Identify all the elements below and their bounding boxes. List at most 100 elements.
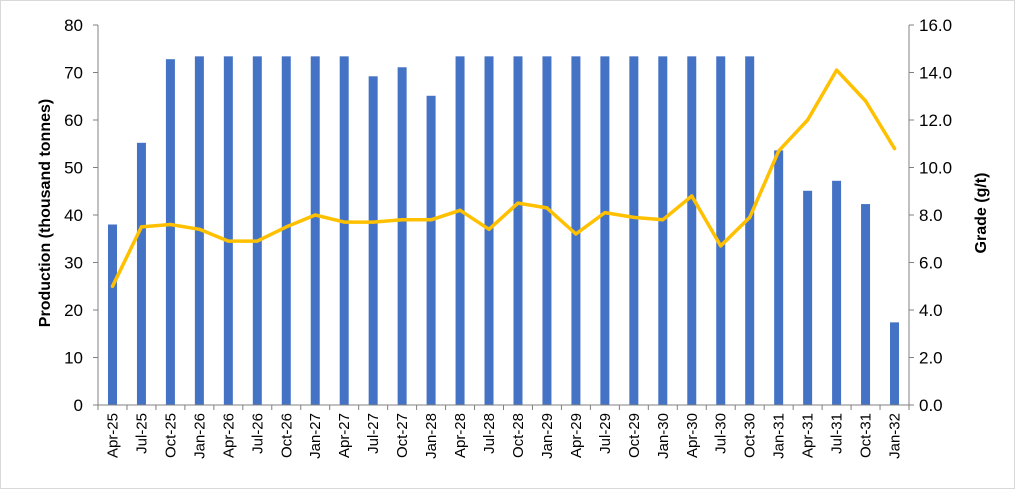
production-bar-oct-26 xyxy=(281,56,291,405)
x-tick-label: Jan-32 xyxy=(887,413,904,459)
x-tick-label: Apr-26 xyxy=(220,413,237,458)
left-axis-ticks: 0 10 20 30 40 50 60 70 80 xyxy=(64,16,83,415)
left-tick-label: 20 xyxy=(64,301,83,320)
production-bar-jul-26 xyxy=(252,56,262,405)
grade-point-apr-27 xyxy=(342,220,346,224)
production-bar-oct-29 xyxy=(629,56,639,405)
grade-point-jul-30 xyxy=(719,244,723,248)
grade-point-oct-31 xyxy=(863,99,868,103)
left-tick-label: 0 xyxy=(74,396,83,415)
production-bar-apr-26 xyxy=(223,56,233,405)
left-tick-label: 30 xyxy=(64,254,83,273)
x-tick-label: Apr-28 xyxy=(452,413,469,458)
x-tick-label: Oct-27 xyxy=(394,413,411,458)
grade-point-oct-25 xyxy=(168,222,173,227)
x-tick-label: Jan-29 xyxy=(539,413,556,459)
x-tick-label: Oct-31 xyxy=(858,413,875,458)
production-bar-jul-29 xyxy=(600,56,610,405)
production-bar-jan-30 xyxy=(658,56,668,405)
right-tick-label: 12.0 xyxy=(919,111,952,130)
x-tick-label: Jan-28 xyxy=(423,413,440,459)
left-tick-label: 60 xyxy=(64,111,83,130)
left-tick-label: 40 xyxy=(64,206,83,225)
x-tick-label: Oct-26 xyxy=(278,413,295,458)
x-tick-label: Oct-30 xyxy=(742,413,759,458)
left-tick-label: 80 xyxy=(64,16,83,35)
production-bar-jan-27 xyxy=(310,56,320,405)
grade-point-apr-29 xyxy=(574,232,578,236)
x-tick-label: Jul-30 xyxy=(713,413,730,454)
x-tick-label: Jul-31 xyxy=(829,413,846,454)
x-tick-label: Apr-27 xyxy=(336,413,353,458)
line-layer xyxy=(110,68,897,289)
production-bar-jan-31 xyxy=(774,150,784,405)
x-tick-label: Jul-29 xyxy=(597,413,614,454)
x-tick-label: Jul-28 xyxy=(481,413,498,454)
x-tick-label: Apr-29 xyxy=(568,413,585,458)
production-bar-jan-28 xyxy=(426,95,436,406)
right-tick-label: 14.0 xyxy=(919,64,952,83)
grade-point-jul-31 xyxy=(834,68,839,72)
right-tick-label: 16.0 xyxy=(919,16,952,35)
grade-point-jul-27 xyxy=(371,220,375,224)
right-tick-label: 10.0 xyxy=(919,159,952,178)
right-tick-label: 6.0 xyxy=(919,254,943,273)
grade-point-jul-29 xyxy=(603,211,607,215)
y-axis-title: Production (thousand tonnes) xyxy=(37,99,54,327)
production-bar-jan-32 xyxy=(890,322,900,405)
production-bar-oct-27 xyxy=(397,67,407,406)
grade-point-apr-28 xyxy=(458,208,462,212)
x-tick-label: Jul-26 xyxy=(249,413,266,454)
grade-point-apr-25 xyxy=(110,284,115,288)
grade-point-oct-27 xyxy=(400,218,404,222)
production-bar-jan-29 xyxy=(542,56,552,405)
left-tick-label: 70 xyxy=(64,64,83,83)
production-bar-oct-28 xyxy=(513,56,523,405)
grade-point-jan-31 xyxy=(777,149,781,153)
grade-point-jul-25 xyxy=(139,225,144,229)
production-bar-jul-30 xyxy=(716,56,726,405)
right-tick-label: 4.0 xyxy=(919,301,943,320)
production-bar-apr-28 xyxy=(455,56,465,405)
production-bar-oct-30 xyxy=(745,56,755,405)
x-tick-label: Jul-27 xyxy=(365,413,382,454)
grade-line xyxy=(110,68,897,289)
grade-point-apr-30 xyxy=(690,194,694,198)
grade-point-jul-28 xyxy=(487,227,491,231)
grade-point-jan-26 xyxy=(197,227,201,231)
x-tick-label: Jan-30 xyxy=(655,413,672,459)
grade-point-apr-26 xyxy=(226,239,230,243)
left-tick-label: 50 xyxy=(64,159,83,178)
x-tick-label: Oct-28 xyxy=(510,413,527,458)
production-bar-apr-25 xyxy=(107,224,117,405)
grade-point-jan-27 xyxy=(313,213,317,217)
production-bar-oct-31 xyxy=(861,204,871,405)
x-tick-label: Apr-30 xyxy=(684,413,701,458)
grade-point-jan-30 xyxy=(661,218,665,222)
production-bar-apr-30 xyxy=(687,56,697,405)
right-tick-label: 0.0 xyxy=(919,396,943,415)
left-tick-label: 10 xyxy=(64,349,83,368)
production-bar-jul-25 xyxy=(136,142,146,406)
production-bar-jul-27 xyxy=(368,76,378,406)
y2-axis-title: Grade (g/t) xyxy=(973,173,990,254)
x-tick-label: Apr-31 xyxy=(800,413,817,458)
production-bar-jul-31 xyxy=(832,180,842,405)
grade-point-oct-30 xyxy=(748,215,752,219)
x-tick-label: Apr-25 xyxy=(104,413,121,458)
grade-point-jul-26 xyxy=(255,239,259,243)
right-tick-label: 2.0 xyxy=(919,349,943,368)
x-tick-label: Oct-29 xyxy=(626,413,643,458)
axes-layer xyxy=(93,24,914,410)
right-tick-label: 8.0 xyxy=(919,206,943,225)
x-axis-ticks: Apr-25 Jul-25 Oct-25 Jan-26 Apr-26 Jul-26 Oct-… xyxy=(104,413,903,459)
production-bar-apr-31 xyxy=(803,190,813,405)
grade-point-oct-28 xyxy=(516,201,520,205)
x-tick-label: Oct-25 xyxy=(162,413,179,458)
grade-point-oct-29 xyxy=(632,215,636,219)
production-bar-apr-27 xyxy=(339,56,349,405)
x-tick-label: Jan-26 xyxy=(191,413,208,459)
production-bar-oct-25 xyxy=(165,59,175,405)
